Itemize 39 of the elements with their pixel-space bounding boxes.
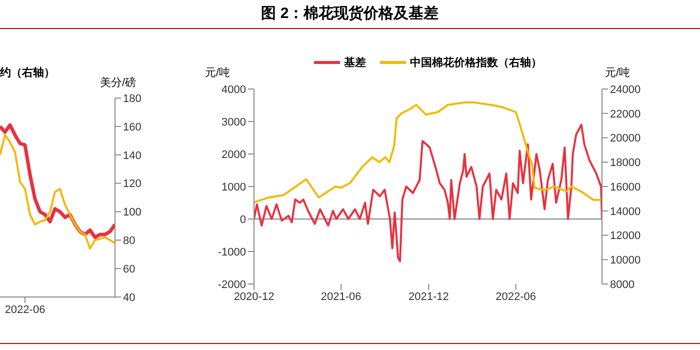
y2-tick-label: 120	[123, 178, 142, 190]
x-tick-label: 2022-06	[4, 304, 46, 316]
y2-tick-label: 140	[123, 150, 142, 162]
y2-axis-title: 美分/磅	[100, 76, 136, 90]
y2-tick-label: 160	[123, 121, 142, 134]
x-tick-label: 2020-12	[234, 290, 274, 303]
y2-tick-label: 14000	[610, 206, 641, 218]
text: 约（右轴）	[0, 66, 55, 80]
legend-label: 中国棉花价格指数（右轴）	[409, 56, 542, 70]
y-tick-label: 1000	[222, 181, 246, 194]
legend-label: 基差	[343, 56, 366, 70]
y-tick-label: 2000	[222, 148, 246, 161]
y-tick-label: 3000	[222, 116, 246, 128]
y-tick-label: 0	[240, 214, 246, 226]
y2-tick-label: 180	[123, 92, 142, 105]
y2-tick-label: 20000	[610, 132, 641, 145]
line-series	[254, 101, 602, 204]
y-axis-title: 元/吨	[205, 66, 230, 80]
y2-tick-label: 100	[123, 206, 142, 219]
y-tick-label: -2000	[218, 278, 246, 291]
y2-tick-label: 80	[123, 235, 136, 248]
y2-tick-label: 16000	[610, 181, 641, 194]
x-tick-label: 2021-06	[320, 290, 362, 303]
y2-tick-label: 40	[123, 292, 136, 304]
y-tick-label: 4000	[222, 84, 246, 96]
chart-title: 图 2：棉花现货价格及基差	[260, 4, 440, 23]
y2-tick-label: 60	[123, 263, 136, 276]
line-series	[254, 124, 602, 262]
y-tick-label: -1000	[218, 246, 246, 258]
y2-tick-label: 24000	[610, 84, 641, 96]
line-series	[0, 134, 115, 250]
y2-tick-label: 8000	[610, 278, 634, 291]
y2-tick-label: 22000	[610, 108, 641, 120]
y2-tick-label: 12000	[610, 230, 641, 242]
x-tick-label: 2021-12	[408, 290, 449, 303]
y2-tick-label: 10000	[610, 254, 641, 267]
x-tick-label: 2022-06	[496, 290, 536, 303]
y2-tick-label: 18000	[610, 157, 641, 170]
y2-axis-title: 元/吨	[605, 66, 630, 80]
